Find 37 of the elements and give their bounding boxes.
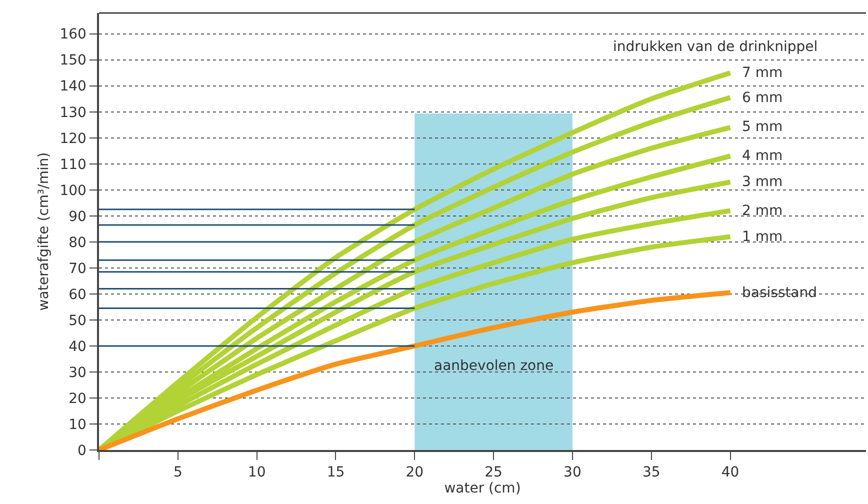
y-tick-label: 20 [68, 390, 86, 407]
y-tick-label: 130 [60, 104, 86, 121]
x-tick-label: 30 [564, 464, 582, 481]
y-tick-label: 10 [68, 416, 86, 433]
y-tick-label: 60 [68, 286, 86, 303]
x-tick-label: 40 [721, 464, 740, 481]
x-tick-label: 20 [406, 464, 424, 481]
series-label: 5 mm [742, 119, 783, 135]
series-label: 6 mm [742, 90, 783, 106]
y-axis-title: waterafgifte (cm³/min) [36, 152, 52, 311]
y-tick-label: 50 [68, 312, 86, 329]
series-label: 2 mm [742, 203, 783, 219]
x-tick-label: 15 [326, 464, 345, 481]
y-tick-label: 140 [60, 78, 86, 95]
series-label: 7 mm [742, 65, 783, 81]
y-tick-label: 110 [60, 156, 86, 173]
y-tick-label: 30 [68, 364, 86, 381]
band-label: aanbevolen zone [434, 358, 554, 374]
series-label: 1 mm [742, 229, 783, 245]
x-tick-label: 10 [248, 464, 266, 481]
x-tick-label: 25 [484, 464, 502, 481]
legend-title: indrukken van de drinknippel [613, 39, 818, 55]
y-tick-label: 120 [60, 130, 86, 147]
y-tick-label: 70 [68, 260, 86, 277]
x-axis-title: water (cm) [444, 480, 521, 497]
y-tick-label: 160 [60, 26, 86, 43]
series-label: basisstand [742, 285, 818, 301]
y-tick-label: 40 [68, 338, 86, 355]
x-tick-label: 5 [173, 464, 182, 481]
x-tick-label: 35 [642, 464, 660, 481]
y-tick-label: 150 [60, 52, 86, 69]
y-tick-label: 90 [68, 208, 86, 225]
y-tick-label: 0 [78, 442, 86, 459]
series-label: 3 mm [742, 174, 783, 190]
series-label: 4 mm [742, 148, 783, 164]
y-tick-label: 80 [68, 234, 86, 251]
y-tick-label: 100 [60, 182, 86, 199]
